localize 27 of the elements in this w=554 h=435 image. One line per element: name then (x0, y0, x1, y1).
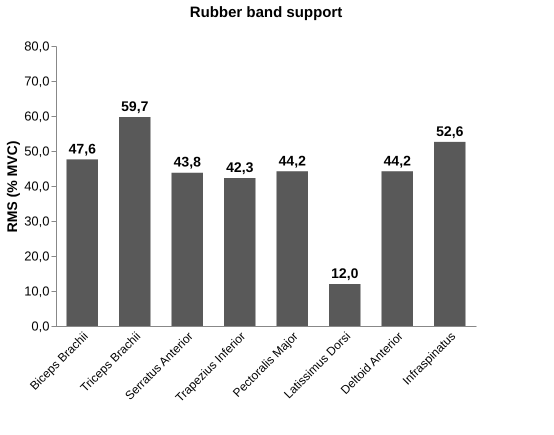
y-tick-label: 70,0 (24, 74, 50, 88)
y-tick-label: 40,0 (24, 178, 50, 194)
bar (224, 178, 256, 326)
data-label: 44,2 (278, 152, 306, 168)
data-label: 42,3 (226, 158, 254, 175)
data-label: 43,8 (174, 154, 202, 170)
y-tick-label: 10,0 (24, 284, 50, 298)
data-label: 59,7 (121, 98, 149, 114)
y-tick-label: 50,0 (24, 144, 50, 158)
bar (434, 142, 466, 326)
y-tick-label: 60,0 (24, 108, 50, 124)
data-label: 52,6 (436, 122, 464, 139)
data-label: 47,6 (68, 140, 96, 156)
y-tick-label: 80,0 (24, 38, 50, 54)
bar (66, 159, 98, 326)
y-tick-label: 30,0 (24, 214, 50, 228)
bar (172, 172, 203, 326)
bar (119, 117, 150, 326)
y-tick-label: 0,0 (31, 318, 50, 334)
y-axis-title: RMS (% MVC) (4, 140, 20, 232)
y-tick-label: 20,0 (24, 248, 50, 264)
bar (276, 171, 308, 326)
chart-title: Rubber band support (190, 4, 342, 21)
data-label: 44,2 (384, 152, 412, 168)
bar (382, 171, 413, 326)
data-label: 12,0 (331, 265, 359, 281)
bar (329, 284, 360, 326)
